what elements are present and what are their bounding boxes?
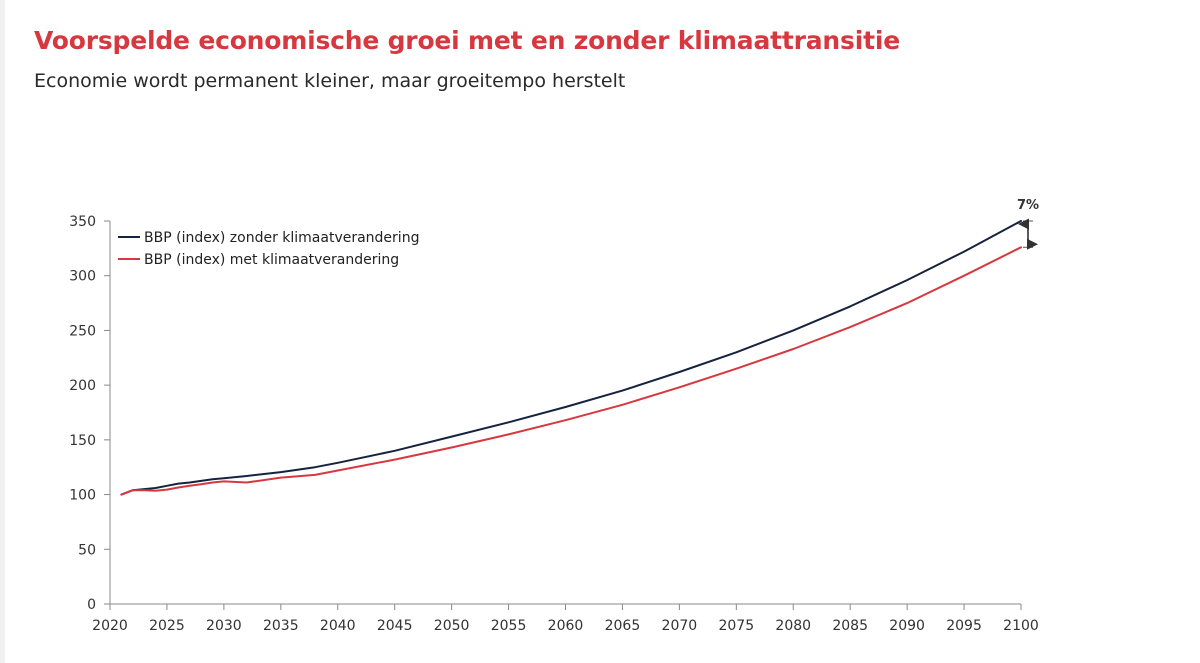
x-tick-label: 2050 bbox=[434, 618, 470, 634]
x-tick-label: 2055 bbox=[491, 618, 527, 634]
y-tick-label: 50 bbox=[78, 542, 96, 558]
y-tick-label: 350 bbox=[69, 214, 96, 230]
series-line-1 bbox=[120, 220, 1022, 496]
y-tick-label: 300 bbox=[69, 269, 96, 285]
chart-axes: 0 50 100 150 200 250 300 350 2020 2025 2030 2035 204… bbox=[69, 214, 1039, 634]
legend-label-1: BBP (index) zonder klimaatverandering bbox=[144, 230, 419, 246]
x-tick-label: 2030 bbox=[206, 618, 242, 634]
series-line-2 bbox=[120, 246, 1022, 496]
x-tick-label: 2045 bbox=[377, 618, 413, 634]
x-tick-label: 2040 bbox=[320, 618, 356, 634]
x-tick-label: 2035 bbox=[263, 618, 299, 634]
x-tick-label: 2025 bbox=[149, 618, 185, 634]
x-tick-label: 2020 bbox=[92, 618, 128, 634]
x-tick-label: 2060 bbox=[548, 618, 584, 634]
x-tick-label: 2070 bbox=[662, 618, 698, 634]
chart-title: Voorspelde economische groei met en zond… bbox=[34, 26, 900, 55]
page-edge-strip bbox=[0, 0, 5, 663]
annotation-label: 7% bbox=[1017, 198, 1039, 213]
x-tick-label: 2100 bbox=[1003, 618, 1039, 634]
x-tick-label: 2080 bbox=[775, 618, 811, 634]
x-tick-label: 2090 bbox=[889, 618, 925, 634]
chart-legend: BBP (index) zonder klimaatverandering BBP… bbox=[118, 230, 419, 268]
y-tick-label: 250 bbox=[69, 323, 96, 339]
y-tick-label: 150 bbox=[69, 433, 96, 449]
x-tick-label: 2075 bbox=[718, 618, 754, 634]
y-tick-label: 200 bbox=[69, 378, 96, 394]
x-tick-label: 2095 bbox=[946, 618, 982, 634]
y-tick-label: 0 bbox=[87, 597, 96, 613]
chart-annotations: 7% bbox=[1017, 198, 1039, 250]
legend-label-2: BBP (index) met klimaatverandering bbox=[144, 252, 399, 268]
y-tick-label: 100 bbox=[69, 488, 96, 504]
x-tick-label: 2065 bbox=[605, 618, 641, 634]
x-tick-label: 2085 bbox=[832, 618, 868, 634]
chart-subtitle: Economie wordt permanent kleiner, maar g… bbox=[34, 70, 626, 92]
chart-series bbox=[120, 220, 1022, 496]
